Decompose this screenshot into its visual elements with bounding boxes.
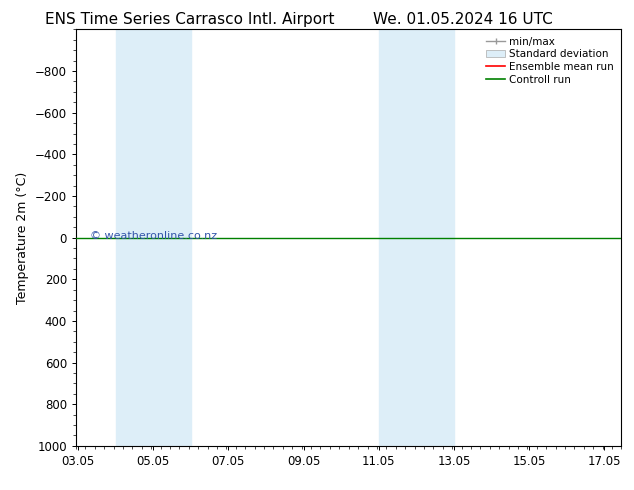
Text: © weatheronline.co.nz: © weatheronline.co.nz (90, 231, 217, 241)
Text: We. 01.05.2024 16 UTC: We. 01.05.2024 16 UTC (373, 12, 553, 27)
Bar (417, 29, 454, 446)
Text: ENS Time Series Carrasco Intl. Airport: ENS Time Series Carrasco Intl. Airport (46, 12, 335, 27)
Bar (378, 29, 417, 446)
Y-axis label: Temperature 2m (°C): Temperature 2m (°C) (16, 172, 29, 304)
Bar (115, 29, 153, 446)
Legend: min/max, Standard deviation, Ensemble mean run, Controll run: min/max, Standard deviation, Ensemble me… (482, 32, 618, 89)
Bar (153, 29, 191, 446)
